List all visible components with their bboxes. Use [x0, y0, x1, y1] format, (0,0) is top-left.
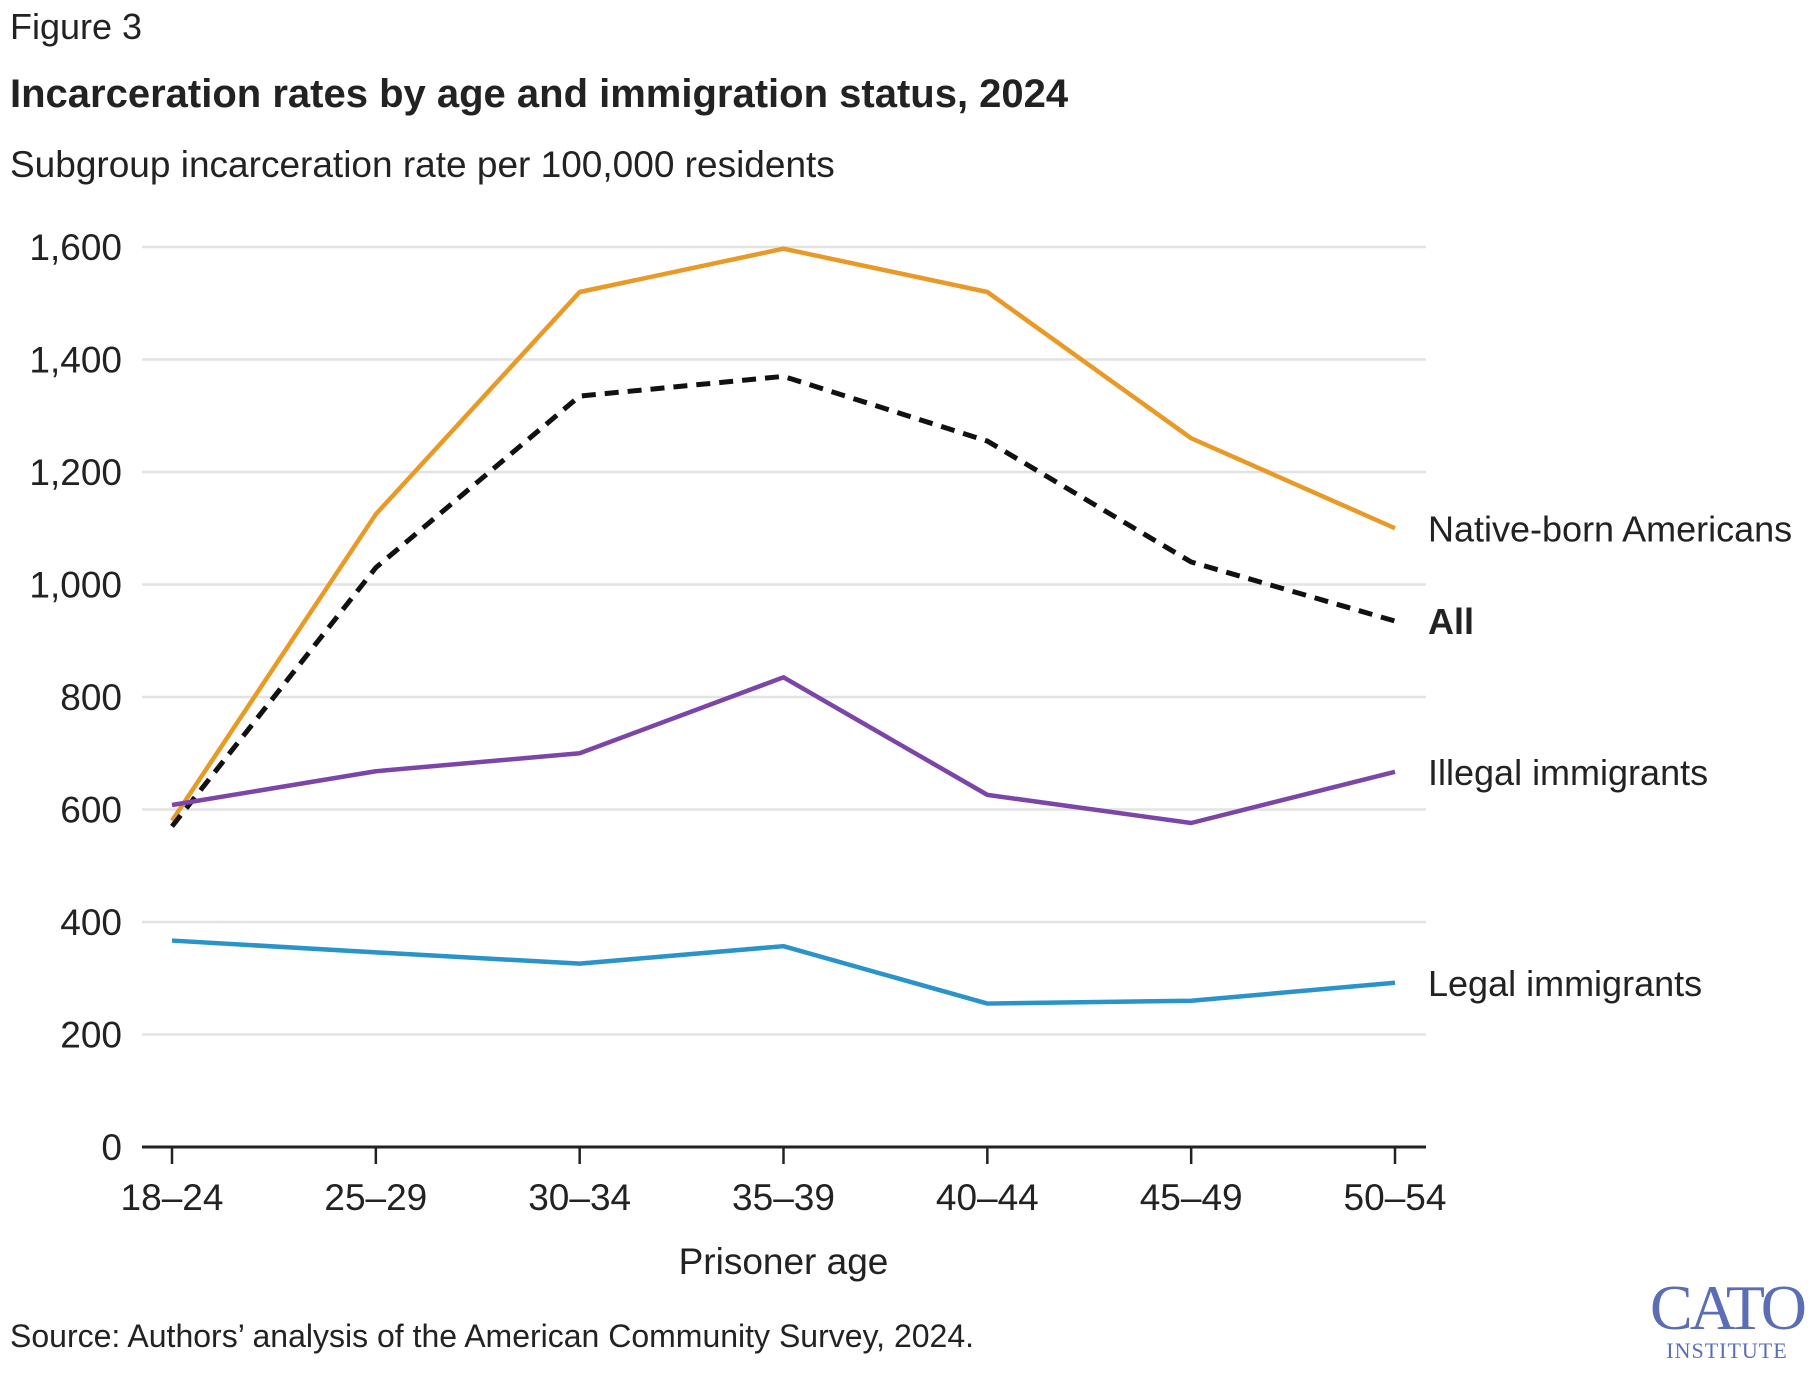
- y-tick-label: 0: [101, 1127, 122, 1168]
- y-tick-label: 200: [60, 1015, 122, 1056]
- series-label: Legal immigrants: [1428, 963, 1702, 1004]
- y-tick-label: 1,400: [29, 340, 122, 381]
- x-tick-label: 40–44: [936, 1177, 1039, 1218]
- x-tick-label: 35–39: [732, 1177, 835, 1218]
- source-note: Source: Authors’ analysis of the America…: [10, 1318, 975, 1354]
- chart-title: Incarceration rates by age and immigrati…: [10, 72, 1069, 116]
- y-tick-label: 1,600: [29, 227, 122, 268]
- series-line-all: [170, 373, 1396, 828]
- x-tick-label: 18–24: [121, 1177, 224, 1218]
- line-chart: 0 200 400 600 800 1,000 1,200 1,400 1,600 18–24 25…: [29, 227, 1792, 1282]
- series-line-illegal-immigrants: [171, 675, 1396, 826]
- x-tick-label: 30–34: [528, 1177, 631, 1218]
- x-tick-label: 50–54: [1344, 1177, 1447, 1218]
- series-label: All: [1428, 601, 1474, 642]
- y-tick-label: 800: [60, 677, 122, 718]
- x-tick-label: 45–49: [1140, 1177, 1243, 1218]
- y-tick-label: 400: [60, 902, 122, 943]
- series-line-legal-immigrants: [171, 938, 1396, 1006]
- y-tick-label: 1,200: [29, 452, 122, 493]
- x-axis-label: Prisoner age: [679, 1241, 889, 1282]
- series-label: Native-born Americans: [1428, 508, 1792, 549]
- chart-subtitle: Subgroup incarceration rate per 100,000 …: [10, 144, 835, 185]
- y-tick-label: 1,000: [29, 565, 122, 606]
- x-tick-label: 25–29: [324, 1177, 427, 1218]
- series-line-native-born-americans: [170, 246, 1396, 822]
- y-tick-label: 600: [60, 790, 122, 831]
- cato-logo: CATO INSTITUTE: [1650, 1272, 1807, 1364]
- figure-label: Figure 3: [10, 6, 143, 47]
- series-label: Illegal immigrants: [1428, 752, 1708, 793]
